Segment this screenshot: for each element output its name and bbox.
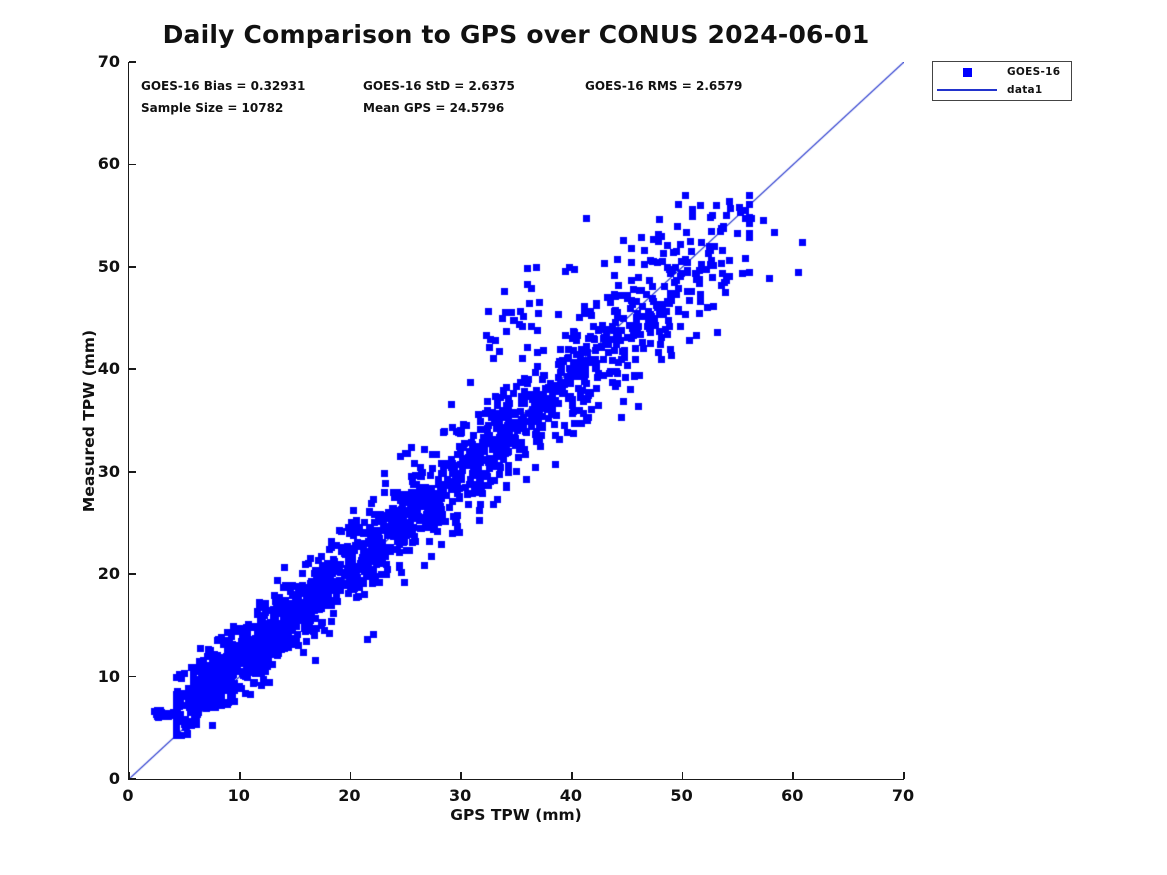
legend: GOES-16 data1 bbox=[932, 61, 1072, 101]
x-tick-label: 30 bbox=[449, 786, 472, 805]
y-tick-label: 50 bbox=[97, 256, 120, 276]
x-tick-label: 40 bbox=[559, 786, 582, 805]
x-tick-label: 60 bbox=[781, 786, 804, 805]
legend-line-icon bbox=[937, 89, 997, 91]
scatter-canvas bbox=[129, 62, 904, 779]
x-tick bbox=[792, 772, 795, 779]
x-tick bbox=[349, 772, 352, 779]
x-axis-label: GPS TPW (mm) bbox=[450, 806, 582, 824]
x-tick bbox=[128, 772, 130, 779]
x-tick bbox=[238, 772, 241, 779]
legend-entry-goes16: GOES-16 bbox=[933, 65, 1071, 80]
plot-area bbox=[128, 61, 905, 780]
x-tick-label: 70 bbox=[891, 786, 915, 805]
x-tick-label: 50 bbox=[670, 786, 693, 805]
legend-label-data1: data1 bbox=[1007, 84, 1043, 96]
y-tick bbox=[129, 266, 136, 268]
x-tick-label: 20 bbox=[338, 786, 361, 805]
y-tick-label: 30 bbox=[97, 461, 120, 481]
y-tick-label: 40 bbox=[97, 359, 120, 379]
y-axis-label: Measured TPW (mm) bbox=[80, 329, 98, 513]
y-tick bbox=[129, 573, 136, 575]
y-tick-label: 60 bbox=[97, 154, 120, 174]
y-tick-label: 10 bbox=[97, 666, 120, 686]
x-tick bbox=[571, 772, 573, 779]
y-tick-label: 70 bbox=[97, 52, 120, 71]
legend-label-goes16: GOES-16 bbox=[1007, 66, 1061, 78]
y-tick bbox=[129, 470, 136, 473]
x-tick bbox=[681, 772, 684, 779]
y-tick bbox=[129, 675, 136, 678]
y-tick bbox=[129, 163, 136, 166]
x-tick-label: 10 bbox=[227, 786, 250, 805]
y-tick bbox=[129, 778, 136, 780]
legend-entry-data1: data1 bbox=[933, 83, 1071, 98]
x-tick-label: 0 bbox=[122, 786, 134, 805]
x-tick bbox=[903, 772, 905, 779]
y-tick bbox=[129, 61, 136, 63]
y-tick-label: 20 bbox=[97, 564, 120, 584]
y-tick bbox=[129, 368, 136, 371]
chart-title: Daily Comparison to GPS over CONUS 2024-… bbox=[162, 20, 870, 49]
y-tick-label: 0 bbox=[108, 769, 120, 788]
legend-square-marker-icon bbox=[962, 67, 972, 77]
x-tick bbox=[460, 772, 462, 779]
